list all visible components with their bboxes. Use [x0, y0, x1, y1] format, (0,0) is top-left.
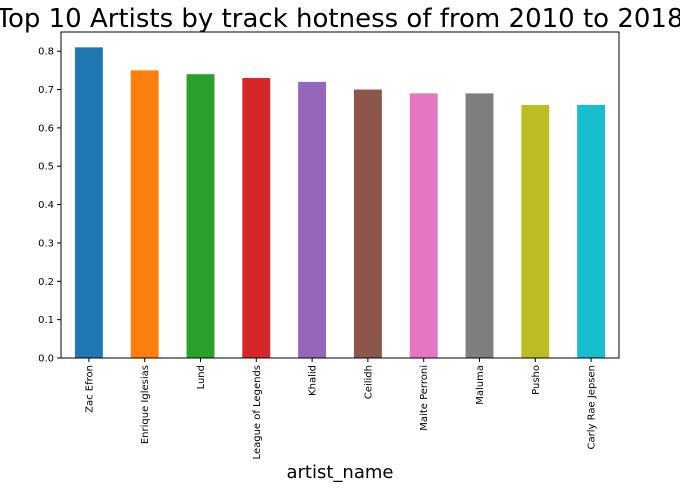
x-tick-label: League of Legends	[252, 365, 263, 459]
plot-frame	[60, 31, 620, 359]
bar	[242, 78, 271, 358]
bar	[186, 74, 215, 358]
y-tick-label: 0.8	[38, 47, 54, 58]
plot-area: 0.0 0.1 0.2 0.3 0.4 0.5 0.6 0.7 0.8 Zac Efron Enri…	[38, 47, 606, 459]
bar	[353, 89, 382, 358]
bar	[74, 47, 103, 358]
x-tick-label: Enrique Iglesias	[140, 365, 151, 444]
bar	[298, 81, 327, 358]
x-tick-label: Ceilidh	[363, 365, 374, 399]
bar	[409, 93, 438, 358]
x-tick-label: Lund	[196, 365, 207, 389]
y-tick-label: 0.1	[38, 315, 54, 326]
y-tick-label: 0.7	[38, 85, 54, 96]
x-tick-label: Maluma	[475, 365, 486, 405]
x-tick-label: Maite Perroni	[419, 365, 430, 431]
y-tick-label: 0.2	[38, 277, 54, 288]
y-tick-label: 0.5	[38, 162, 54, 173]
y-tick-label: 0.0	[38, 354, 54, 365]
x-tick-label: Zac Efron	[84, 365, 95, 413]
y-tick-label: 0.3	[38, 238, 54, 249]
bar	[465, 93, 494, 358]
x-tick-label: Pusho	[531, 365, 542, 395]
y-tick-label: 0.4	[38, 200, 54, 211]
chart-title: Top 10 Artists by track hotness of from …	[0, 4, 680, 34]
bar	[521, 104, 550, 358]
bar	[130, 70, 159, 359]
x-axis-label: artist_name	[287, 462, 394, 483]
y-tick-label: 0.6	[38, 123, 54, 134]
x-tick-label: Khalid	[308, 365, 319, 396]
x-tick-label: Carly Rae Jepsen	[587, 365, 598, 449]
bar	[577, 104, 606, 358]
